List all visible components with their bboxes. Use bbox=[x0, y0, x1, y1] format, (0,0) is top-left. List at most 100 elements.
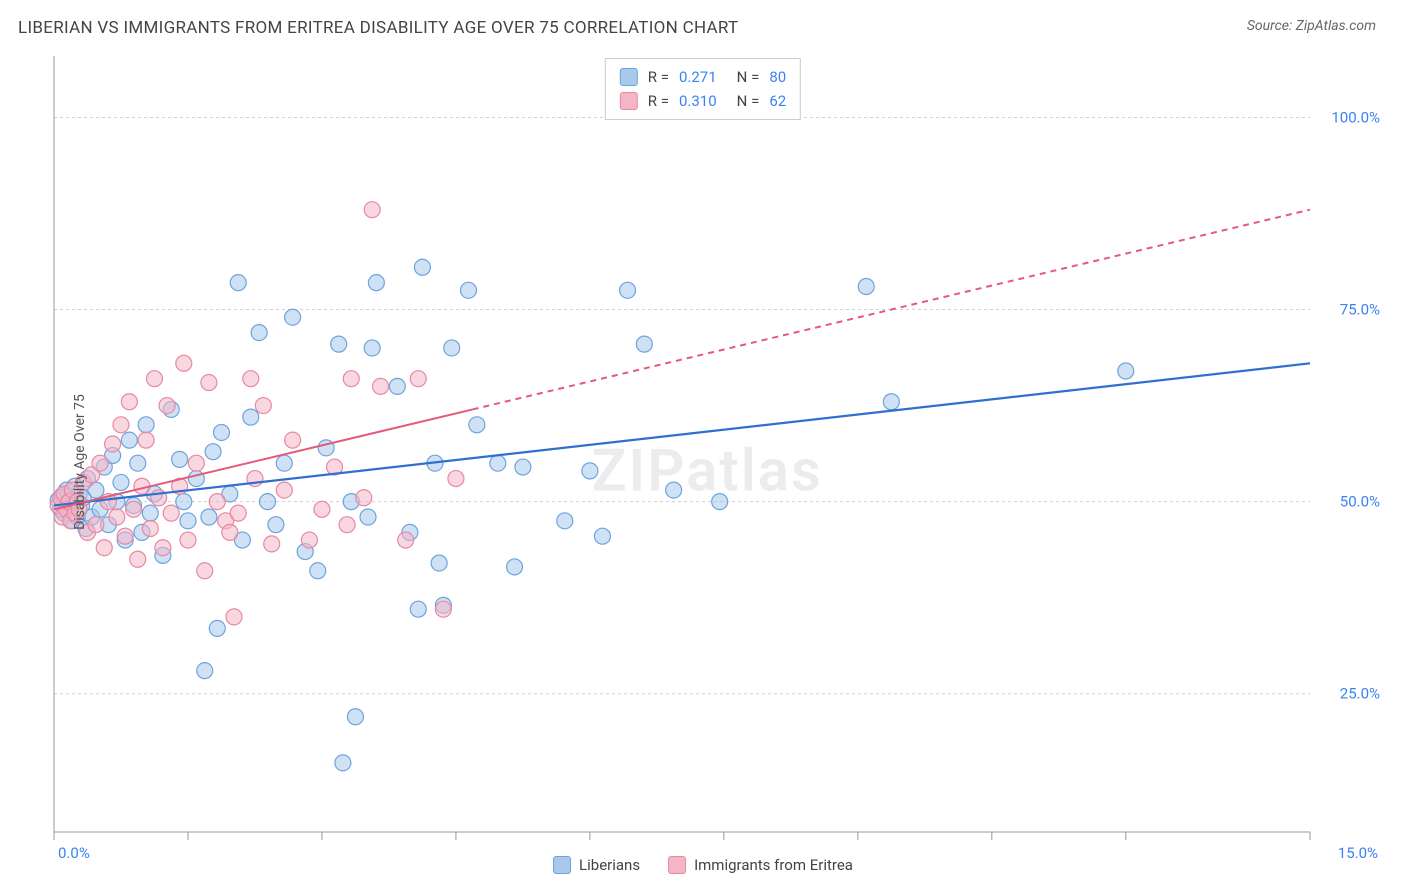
data-point bbox=[314, 501, 330, 517]
x-tick-label: 0.0% bbox=[58, 844, 90, 862]
data-point bbox=[339, 517, 355, 533]
data-point bbox=[130, 455, 146, 471]
data-point bbox=[188, 471, 204, 487]
legend-series-item: Immigrants from Eritrea bbox=[668, 856, 853, 874]
data-point bbox=[343, 371, 359, 387]
data-point bbox=[410, 601, 426, 617]
data-point bbox=[368, 275, 384, 291]
data-point bbox=[858, 278, 874, 294]
header: LIBERIAN VS IMMIGRANTS FROM ERITREA DISA… bbox=[0, 0, 1406, 46]
data-point bbox=[105, 436, 121, 452]
data-point bbox=[398, 532, 414, 548]
data-point bbox=[444, 340, 460, 356]
data-point bbox=[276, 455, 292, 471]
y-tick-label: 25.0% bbox=[1340, 685, 1380, 703]
data-point bbox=[142, 505, 158, 521]
legend-r-label: R = bbox=[648, 89, 669, 113]
data-point bbox=[360, 509, 376, 525]
source-label: Source: ZipAtlas.com bbox=[1247, 18, 1376, 34]
data-point bbox=[301, 532, 317, 548]
data-point bbox=[209, 620, 225, 636]
data-point bbox=[96, 540, 112, 556]
data-point bbox=[666, 482, 682, 498]
data-point bbox=[142, 521, 158, 537]
data-point bbox=[260, 494, 276, 510]
legend-r-label: R = bbox=[648, 65, 669, 89]
data-point bbox=[448, 471, 464, 487]
legend-n-value: 80 bbox=[769, 65, 786, 89]
y-tick-label: 50.0% bbox=[1340, 493, 1380, 511]
data-point bbox=[230, 275, 246, 291]
data-point bbox=[515, 459, 531, 475]
data-point bbox=[243, 371, 259, 387]
data-point bbox=[268, 517, 284, 533]
data-point bbox=[373, 378, 389, 394]
data-point bbox=[201, 375, 217, 391]
data-point bbox=[389, 378, 405, 394]
y-tick-label: 75.0% bbox=[1340, 301, 1380, 319]
data-point bbox=[255, 398, 271, 414]
data-point bbox=[213, 424, 229, 440]
data-point bbox=[364, 340, 380, 356]
legend-series-label: Liberians bbox=[579, 856, 640, 874]
legend-swatch bbox=[620, 68, 638, 86]
data-point bbox=[88, 517, 104, 533]
legend-series-item: Liberians bbox=[553, 856, 640, 874]
data-point bbox=[222, 524, 238, 540]
data-point bbox=[276, 482, 292, 498]
data-point bbox=[226, 609, 242, 625]
data-point bbox=[176, 494, 192, 510]
legend-stat-row: R = 0.310 N = 62 bbox=[620, 89, 786, 113]
data-point bbox=[146, 371, 162, 387]
chart-title: LIBERIAN VS IMMIGRANTS FROM ERITREA DISA… bbox=[18, 18, 738, 38]
legend-n-value: 62 bbox=[769, 89, 786, 113]
data-point bbox=[310, 563, 326, 579]
data-point bbox=[130, 551, 146, 567]
data-point bbox=[435, 601, 451, 617]
data-point bbox=[414, 259, 430, 275]
data-point bbox=[582, 463, 598, 479]
data-point bbox=[636, 336, 652, 352]
data-point bbox=[883, 394, 899, 410]
data-point bbox=[410, 371, 426, 387]
data-point bbox=[117, 528, 133, 544]
data-point bbox=[113, 474, 129, 490]
data-point bbox=[1118, 363, 1134, 379]
data-point bbox=[460, 282, 476, 298]
data-point bbox=[197, 563, 213, 579]
data-point bbox=[180, 513, 196, 529]
data-point bbox=[364, 202, 380, 218]
data-point bbox=[180, 532, 196, 548]
data-point bbox=[331, 336, 347, 352]
y-tick-label: 100.0% bbox=[1331, 108, 1380, 126]
legend-n-label: N = bbox=[737, 65, 760, 89]
legend-series: Liberians Immigrants from Eritrea bbox=[553, 856, 853, 874]
data-point bbox=[126, 501, 142, 517]
legend-r-value: 0.310 bbox=[679, 89, 717, 113]
data-point bbox=[712, 494, 728, 510]
data-point bbox=[138, 417, 154, 433]
legend-r-value: 0.271 bbox=[679, 65, 717, 89]
data-point bbox=[594, 528, 610, 544]
data-point bbox=[197, 663, 213, 679]
data-point bbox=[285, 432, 301, 448]
chart-area: Disability Age Over 75 25.0% 50.0% 75.0% 10… bbox=[18, 50, 1388, 874]
data-point bbox=[230, 505, 246, 521]
data-point bbox=[113, 417, 129, 433]
data-point bbox=[188, 455, 204, 471]
data-point bbox=[155, 540, 171, 556]
legend-series-label: Immigrants from Eritrea bbox=[694, 856, 853, 874]
data-point bbox=[620, 282, 636, 298]
data-point bbox=[201, 509, 217, 525]
data-point bbox=[92, 455, 108, 471]
data-point bbox=[251, 325, 267, 341]
legend-swatch bbox=[553, 856, 571, 874]
data-point bbox=[347, 709, 363, 725]
data-point bbox=[264, 536, 280, 552]
y-axis-label: Disability Age Over 75 bbox=[72, 394, 88, 530]
legend-stat-row: R = 0.271 N = 80 bbox=[620, 65, 786, 89]
legend-n-label: N = bbox=[737, 89, 760, 113]
data-point bbox=[163, 505, 179, 521]
x-tick-label: 15.0% bbox=[1338, 844, 1378, 862]
data-point bbox=[209, 494, 225, 510]
